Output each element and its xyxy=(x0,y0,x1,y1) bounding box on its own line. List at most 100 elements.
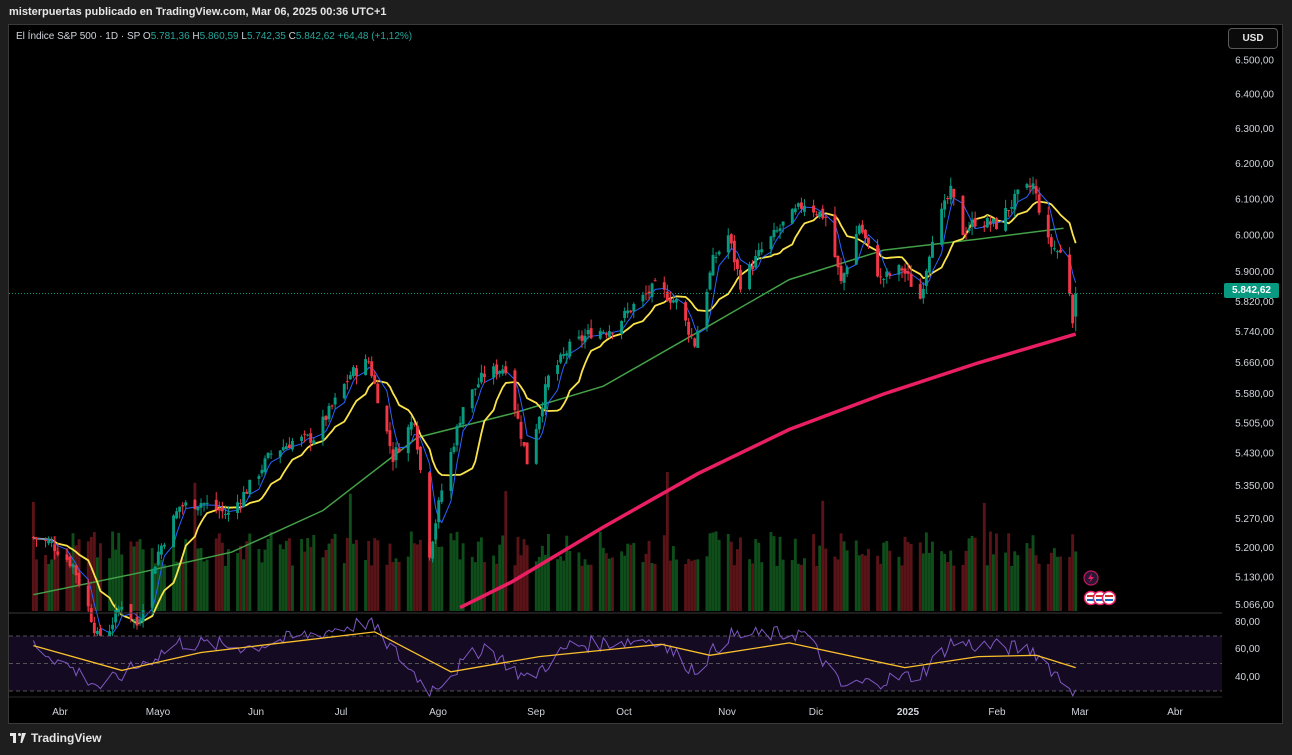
volume-bar xyxy=(205,559,209,611)
volume-bar xyxy=(138,539,142,611)
candle-body xyxy=(1025,184,1029,188)
candle-body xyxy=(803,205,806,212)
candle xyxy=(632,302,636,319)
candle xyxy=(1031,176,1035,195)
volume-bar xyxy=(796,563,800,611)
candle-body xyxy=(568,341,572,357)
volume-bar xyxy=(952,565,956,611)
ma-200-line xyxy=(459,332,1077,610)
candle xyxy=(449,447,453,499)
candle-body xyxy=(409,421,413,430)
flag-event-icon[interactable] xyxy=(1101,590,1117,606)
volume-bar xyxy=(754,539,758,611)
volume-bar xyxy=(498,544,502,611)
footer-brand-label: TradingView xyxy=(31,731,102,745)
currency-button[interactable]: USD xyxy=(1228,28,1278,49)
candle xyxy=(1074,286,1078,332)
candle xyxy=(876,239,880,278)
candle-body xyxy=(668,298,672,303)
candle-body xyxy=(300,436,304,442)
volume-bar xyxy=(476,541,480,611)
candle-body xyxy=(461,407,465,425)
price-tick-label: 5.130,00 xyxy=(1235,573,1274,584)
candle xyxy=(815,210,819,217)
candle xyxy=(50,536,54,548)
candle xyxy=(409,416,413,436)
candle-body xyxy=(516,410,520,419)
candle-body xyxy=(842,273,846,283)
candle-body xyxy=(290,440,294,450)
candle xyxy=(519,415,523,447)
volume-bar xyxy=(306,538,310,611)
candle-body xyxy=(760,249,764,253)
candle xyxy=(501,364,505,376)
candle xyxy=(1046,206,1050,245)
candle xyxy=(281,439,285,452)
candle xyxy=(412,422,416,427)
candle-body xyxy=(867,237,870,244)
candle xyxy=(775,226,779,234)
candle xyxy=(900,265,904,279)
candle xyxy=(641,291,645,308)
candle xyxy=(863,229,867,244)
volume-bar xyxy=(601,547,605,611)
volume-bar xyxy=(1028,548,1032,611)
candle-body xyxy=(726,235,730,253)
volume-bar xyxy=(696,559,700,611)
candle xyxy=(376,379,380,404)
candle-body xyxy=(522,442,526,446)
candle-body xyxy=(114,610,118,623)
candle xyxy=(1037,187,1041,216)
volume-bar xyxy=(845,550,849,611)
candle-body xyxy=(242,491,246,507)
candle xyxy=(909,265,913,287)
candle-body xyxy=(159,545,163,555)
candle-body xyxy=(452,446,456,452)
volume-bar xyxy=(876,555,880,611)
candle xyxy=(799,197,803,214)
candle xyxy=(717,250,721,256)
volume-bar xyxy=(705,556,709,611)
candle xyxy=(556,359,560,381)
volume-bar xyxy=(647,540,651,611)
candle xyxy=(202,502,206,512)
volume-bar xyxy=(690,560,694,611)
candle-body xyxy=(141,610,145,622)
candle xyxy=(263,455,267,476)
candle-body xyxy=(1004,208,1008,231)
lightning-glyph xyxy=(1088,573,1094,583)
volume-bar xyxy=(860,553,864,611)
candle xyxy=(732,235,736,271)
footer-brand[interactable]: TradingView xyxy=(10,731,101,745)
volume-bar xyxy=(300,538,304,611)
candle-body xyxy=(223,514,227,516)
volume-bar xyxy=(321,557,325,611)
candle-body xyxy=(961,195,965,236)
volume-bar xyxy=(665,472,669,611)
volume-bar xyxy=(1046,563,1050,611)
volume-bar xyxy=(607,558,611,611)
volume-bar xyxy=(964,550,968,611)
volume-bar xyxy=(650,563,654,611)
time-axis: Abr Mayo Jun Jul Ago Sep Oct Nov Dic 2025 Feb Mar Ab… xyxy=(9,696,1222,718)
candle-body xyxy=(1059,249,1062,253)
volume-bar xyxy=(882,542,886,611)
volume-bar xyxy=(248,533,252,611)
flag-stripe xyxy=(1096,595,1104,597)
candle-body xyxy=(135,617,139,626)
candle-body xyxy=(172,515,176,548)
volume-bar xyxy=(970,535,974,611)
candle-body xyxy=(757,250,761,256)
volume-bar xyxy=(342,563,346,611)
candle-body xyxy=(1028,185,1032,188)
volume-bar xyxy=(479,537,483,611)
volume-bar xyxy=(178,562,182,611)
volume-bar xyxy=(455,531,459,611)
volume-bar xyxy=(641,562,645,611)
volume-bar xyxy=(504,491,508,611)
ma-mid-line xyxy=(33,200,1077,625)
volume-bar xyxy=(202,561,206,611)
candle-body xyxy=(138,619,142,624)
price-tick-label: 6.000,00 xyxy=(1235,230,1274,241)
